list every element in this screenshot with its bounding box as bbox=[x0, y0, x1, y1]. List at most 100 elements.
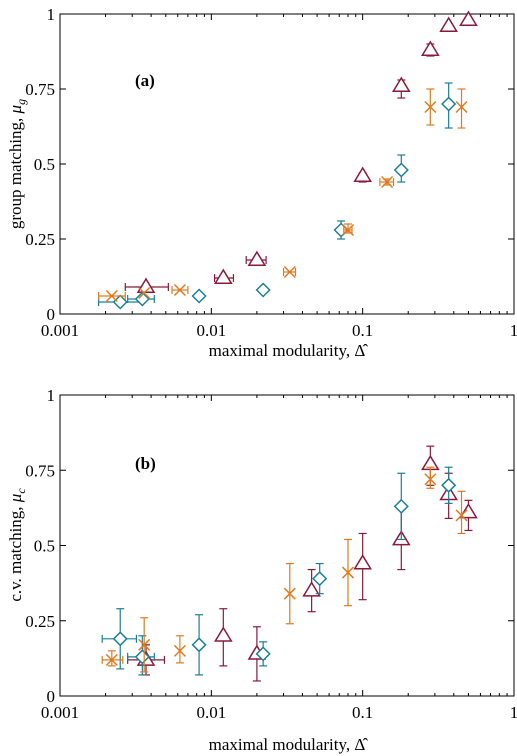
data-point-cross bbox=[173, 635, 186, 664]
cross-marker bbox=[105, 289, 118, 303]
data-point-cross bbox=[282, 265, 297, 279]
cross-marker bbox=[455, 509, 468, 522]
plot-frame-b bbox=[59, 394, 515, 697]
x-axis-label-text-b: maximal modularity, Δ̂ bbox=[209, 735, 369, 754]
data-point-cross bbox=[424, 466, 437, 489]
y-tick-label: 0.75 bbox=[25, 80, 55, 99]
cross-marker bbox=[173, 283, 186, 297]
triangle-marker bbox=[459, 10, 478, 26]
data-point-diamond bbox=[312, 562, 328, 595]
x-ticks-b: 0.001 0.01 0.1 1 bbox=[41, 395, 517, 722]
data-point-cross bbox=[341, 538, 355, 607]
data-point-cross bbox=[138, 286, 151, 300]
y-axis-label-subscript-b: c bbox=[14, 488, 28, 494]
x-ticks-a: 0.001 0.01 0.1 1 bbox=[41, 14, 517, 340]
y-axis-label-a: group matching, μg bbox=[6, 99, 28, 229]
data-point-triangle bbox=[213, 608, 233, 667]
x-tick-label: 0.001 bbox=[41, 321, 79, 340]
cross-marker bbox=[283, 587, 296, 600]
panel-label-b: (b) bbox=[135, 454, 156, 473]
y-axis-label-b: c.v. matching, μc bbox=[6, 488, 28, 602]
data-marks-a bbox=[98, 10, 478, 310]
triangle-marker bbox=[353, 166, 372, 182]
data-point-cross bbox=[424, 88, 437, 126]
y-ticks-b: 0 0.25 0.5 0.75 1 bbox=[25, 386, 514, 706]
triangle-marker bbox=[459, 502, 478, 519]
data-point-diamond bbox=[393, 154, 409, 183]
data-point-diamond bbox=[127, 291, 155, 307]
triangle-marker bbox=[391, 76, 411, 92]
data-point-diamond bbox=[255, 641, 271, 667]
x-tick-label: 1 bbox=[510, 703, 517, 722]
data-point-diamond bbox=[441, 466, 457, 504]
x-tick-label: 1 bbox=[510, 321, 517, 340]
triangle-marker bbox=[247, 250, 267, 266]
data-marks-b bbox=[101, 445, 478, 682]
data-point-triangle bbox=[459, 499, 478, 532]
x-tick-label: 0.1 bbox=[352, 703, 373, 722]
x-axis-label-b: maximal modularity, Δ̂ bbox=[209, 735, 369, 754]
cross-marker bbox=[424, 100, 437, 114]
data-point-diamond bbox=[191, 288, 207, 304]
cross-marker bbox=[283, 265, 296, 279]
diamond-marker bbox=[134, 649, 150, 665]
data-point-diamond bbox=[101, 608, 138, 670]
cross-marker bbox=[105, 653, 118, 666]
data-point-cross bbox=[171, 283, 189, 297]
y-tick-label: 0.25 bbox=[25, 612, 55, 631]
data-point-triangle bbox=[245, 250, 267, 266]
cross-marker bbox=[341, 566, 355, 579]
panel-a: 0.001 0.01 0.1 1 0 0.25 0.5 0.75 1 (a) maximal … bbox=[6, 5, 517, 360]
diamond-marker bbox=[441, 477, 457, 493]
triangle-marker bbox=[302, 581, 321, 597]
diamond-marker bbox=[191, 288, 207, 304]
diamond-marker bbox=[134, 291, 150, 307]
data-point-triangle bbox=[353, 166, 372, 183]
y-ticks-a: 0 0.25 0.5 0.75 1 bbox=[25, 5, 514, 324]
cross-marker bbox=[341, 223, 355, 237]
y-axis-label-main-b: c.v. matching, bbox=[6, 502, 25, 601]
data-point-cross bbox=[98, 289, 126, 303]
triangle-marker bbox=[213, 626, 233, 642]
data-point-cross bbox=[455, 490, 468, 535]
data-point-cross bbox=[341, 223, 355, 237]
diamond-marker bbox=[393, 498, 409, 514]
diamond-marker bbox=[191, 637, 207, 653]
diamond-marker bbox=[255, 646, 271, 662]
data-point-triangle bbox=[213, 268, 235, 284]
data-point-cross bbox=[379, 175, 395, 189]
x-axis-label-a: maximal modularity, Δ̂ bbox=[209, 341, 369, 360]
data-point-triangle bbox=[421, 40, 440, 57]
data-point-diamond bbox=[441, 82, 457, 129]
data-point-diamond bbox=[127, 635, 155, 676]
x-tick-label: 0.01 bbox=[196, 321, 226, 340]
cross-marker bbox=[173, 644, 186, 657]
cross-marker bbox=[455, 100, 468, 114]
cross-marker bbox=[138, 638, 151, 651]
y-tick-label: 0.75 bbox=[25, 461, 55, 480]
data-point-cross bbox=[138, 617, 151, 673]
y-tick-label: 0 bbox=[47, 305, 56, 324]
data-point-diamond bbox=[98, 294, 143, 310]
diamond-marker bbox=[312, 571, 328, 587]
y-tick-label: 0.25 bbox=[25, 230, 55, 249]
triangle-marker bbox=[353, 554, 372, 570]
cross-marker bbox=[381, 175, 394, 189]
x-tick-label: 0.1 bbox=[352, 321, 373, 340]
data-point-triangle bbox=[391, 76, 411, 99]
panel-label-a: (a) bbox=[135, 71, 155, 90]
diamond-marker bbox=[393, 162, 409, 178]
triangle-marker bbox=[439, 16, 458, 32]
data-point-cross bbox=[283, 562, 296, 625]
y-tick-label: 0.5 bbox=[34, 155, 55, 174]
diamond-marker bbox=[441, 96, 457, 112]
data-point-cross bbox=[455, 88, 468, 129]
data-point-triangle bbox=[124, 277, 169, 293]
triangle-marker bbox=[421, 40, 440, 56]
y-axis-label-symbol-b: μ bbox=[6, 494, 25, 504]
diamond-marker bbox=[255, 282, 271, 298]
cross-marker bbox=[138, 286, 151, 300]
data-point-triangle bbox=[439, 16, 458, 32]
data-point-diamond bbox=[191, 614, 207, 676]
